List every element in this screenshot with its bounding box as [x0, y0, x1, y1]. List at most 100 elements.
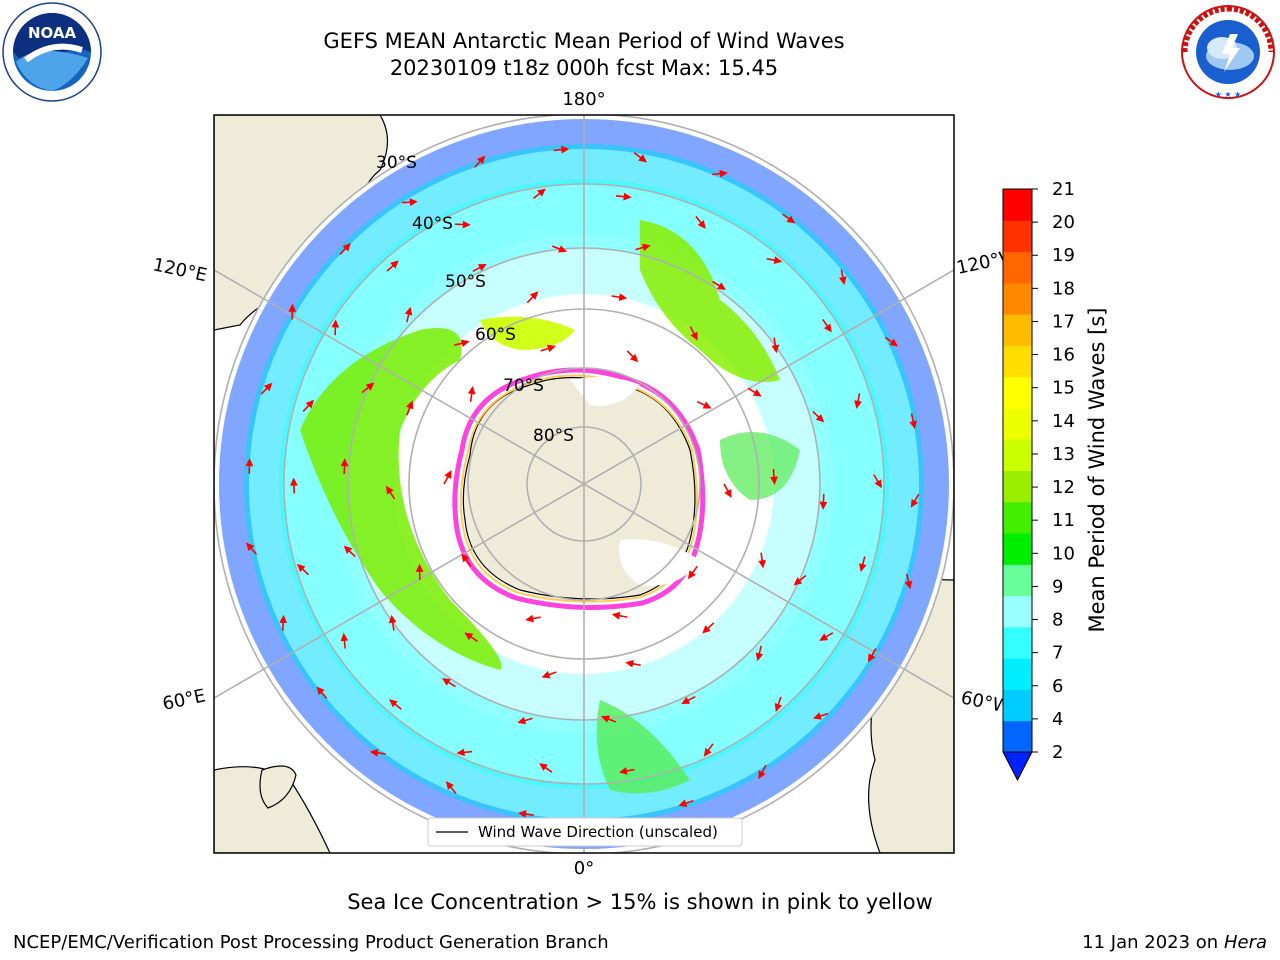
wave-direction-arrowhead [641, 243, 651, 252]
colorbar-segment [1003, 533, 1032, 565]
wave-direction-arrowhead [618, 293, 628, 301]
wave-direction-arrowhead [678, 799, 688, 807]
wave-direction-arrowhead [461, 553, 470, 563]
colorbar-segment [1003, 658, 1032, 690]
colorbar-tick-label: 18 [1052, 278, 1075, 299]
wave-direction-arrowhead [305, 399, 315, 409]
colorbar-tick-label: 8 [1052, 610, 1063, 631]
wave-direction-arrowhead [445, 781, 454, 790]
colorbar-segment [1003, 720, 1032, 753]
colorbar-tick-label: 2 [1052, 742, 1063, 763]
lon-label-60e: 60°E [161, 685, 208, 715]
colorbar-tick-label: 20 [1052, 212, 1075, 233]
svg-text:NOAA: NOAA [28, 24, 77, 42]
lat-label-50s: 50°S [445, 272, 486, 292]
wave-direction-arrowhead [388, 614, 397, 624]
colorbar-tick-label: 21 [1052, 179, 1075, 200]
wave-direction-arrowhead [703, 747, 712, 757]
wave-direction-arrowhead [369, 748, 379, 757]
wave-direction-arrowhead [758, 559, 766, 569]
wave-direction-arrowhead [854, 400, 862, 409]
wave-direction-arrowhead [477, 263, 487, 272]
wave-direction-arrowhead [815, 414, 825, 423]
wave-direction-arrowhead [724, 488, 732, 498]
colorbar-segment [1003, 689, 1032, 722]
wave-direction-arrowhead [288, 303, 297, 312]
wave-direction-arrowhead [752, 389, 762, 397]
wave-direction-arrowhead [246, 542, 255, 552]
wave-direction-arrowhead [406, 400, 414, 410]
wave-direction-arrowhead [517, 810, 527, 818]
lon-label-120e: 120°E [151, 254, 209, 286]
wave-direction-arrowhead [529, 291, 539, 300]
lat-label-80s: 80°S [533, 426, 574, 446]
wave-direction-arrowhead [786, 215, 796, 224]
wave-direction-arrowhead [390, 260, 399, 269]
wave-direction-arrowhead [697, 220, 706, 229]
colorbar-segment [1003, 376, 1032, 409]
wave-direction-arrowhead [819, 633, 829, 641]
wave-direction-arrowhead [525, 614, 534, 623]
colorbar-tick-label: 9 [1052, 576, 1063, 597]
wave-direction-arrowhead [409, 198, 418, 207]
wave-direction-arrowhead [340, 458, 349, 467]
colorbar-tick-label: 13 [1052, 444, 1075, 465]
wave-direction-arrowhead [687, 570, 696, 580]
wave-direction-arrowhead [690, 331, 698, 341]
wave-direction-arrowhead [823, 323, 832, 333]
wave-direction-arrowhead [812, 712, 822, 720]
colorbar-segment [1003, 439, 1032, 471]
wave-direction-arrowhead [717, 282, 726, 290]
wave-direction-arrowhead [245, 458, 254, 467]
svg-text:★ ★ ★: ★ ★ ★ [1215, 90, 1242, 99]
colorbar-tick-label: 17 [1052, 311, 1075, 332]
chart-subtitle: 20230109 t18z 000h fcst Max: 15.45 [389, 56, 779, 80]
colorbar-tick-label: 10 [1052, 543, 1075, 564]
wave-direction-arrowhead [859, 563, 867, 573]
colorbar-frame [1002, 188, 1033, 753]
wave-direction-arrowhead [638, 154, 647, 163]
wave-direction-arrowhead [415, 563, 424, 572]
wave-direction-arrowhead [773, 256, 783, 265]
colorbar-tick-label: 12 [1052, 477, 1075, 498]
chart-title: GEFS MEAN Antarctic Mean Period of Wind … [323, 29, 845, 53]
lon-label-180: 180° [562, 89, 605, 110]
footer-branch: NCEP/EMC/Verification Post Processing Pr… [13, 932, 609, 953]
wave-direction-arrowhead [702, 401, 712, 409]
colorbar-tick-label: 11 [1052, 510, 1075, 531]
wave-direction-arrowhead [279, 614, 288, 624]
wave-direction-arrowhead [702, 625, 711, 634]
wave-direction-arrowhead [611, 611, 621, 620]
noaa-logo: NOAA [2, 2, 102, 102]
colorbar: 2 4 6 7 8 9 10 11 12 13 14 15 16 17 18 19 20 21 [1002, 179, 1075, 782]
wave-direction-arrowhead [629, 353, 639, 363]
colorbar-segment [1003, 314, 1032, 346]
colorbar-tick-label: 16 [1052, 345, 1075, 366]
wave-direction-arrowhead [385, 485, 394, 495]
colorbar-segment [1003, 220, 1032, 253]
wave-direction-arrowhead [904, 580, 913, 590]
wave-direction-arrowhead [889, 338, 899, 347]
wave-direction-arrowhead [874, 479, 882, 489]
wave-direction-arrowhead [838, 276, 847, 286]
wave-direction-arrowhead [388, 699, 398, 708]
colorbar-segment [1003, 470, 1032, 503]
wave-direction-arrowhead [517, 716, 527, 725]
wave-direction-arrowhead [558, 245, 568, 253]
wave-direction-arrowhead [623, 192, 632, 201]
wave-direction-arrowhead [625, 660, 634, 668]
wave-direction-arrowhead [331, 319, 340, 328]
wave-direction-arrowhead [404, 306, 413, 316]
colorbar-segment [1003, 345, 1032, 378]
wave-direction-arrowhead [464, 632, 474, 641]
colorbar-tick-label: 4 [1052, 709, 1063, 730]
lat-label-30s: 30°S [376, 153, 417, 173]
wave-direction-arrowhead [456, 748, 465, 757]
wave-direction-arrowhead [561, 145, 570, 154]
wave-direction-arrowhead [774, 703, 783, 712]
wave-direction-arrowhead [819, 501, 828, 510]
wave-direction-arrowhead [477, 155, 486, 165]
wave-direction-arrowhead [867, 653, 876, 663]
colorbar-segment [1003, 564, 1032, 597]
